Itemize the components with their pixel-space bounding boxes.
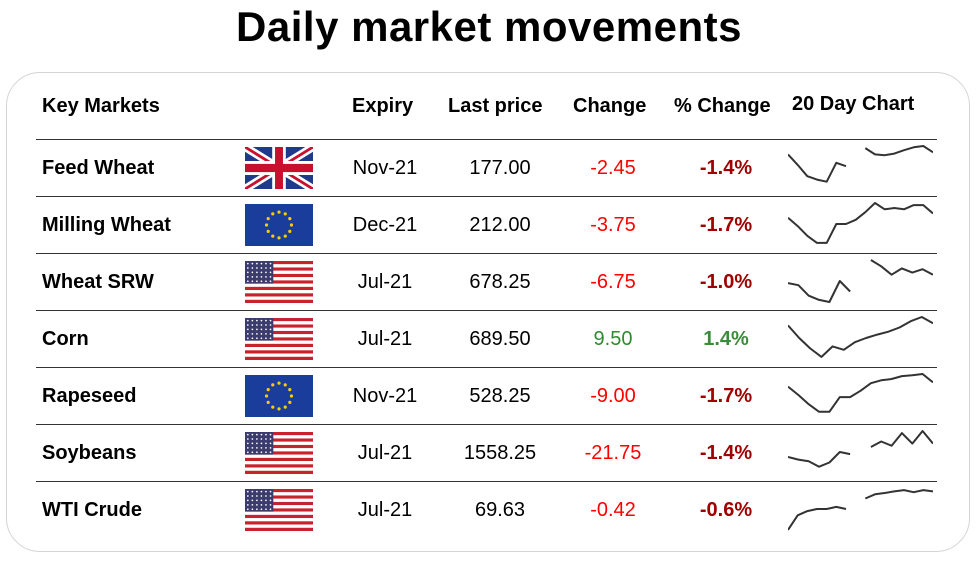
last-price-value: 177.00	[469, 157, 531, 179]
pct-change-value: -1.0%	[699, 271, 753, 293]
market-name: Soybeans	[42, 442, 137, 464]
last-price-value: 528.25	[469, 385, 531, 407]
change-value: -0.42	[590, 499, 636, 521]
sparkline-20-day	[787, 257, 934, 307]
header-change: Change	[573, 95, 647, 117]
page-title: Daily market movements	[236, 3, 742, 50]
last-price-value: 689.50	[469, 328, 531, 350]
pct-change-value: -1.4%	[699, 442, 753, 464]
market-name: Corn	[42, 328, 89, 350]
change-value: 9.50	[593, 328, 633, 350]
row-divider	[36, 196, 937, 197]
sparkline-segment	[870, 430, 934, 448]
market-name: Wheat SRW	[42, 271, 154, 293]
last-price-value: 1558.25	[463, 442, 537, 464]
uk-flag-icon	[242, 143, 316, 193]
row-divider	[36, 310, 937, 311]
expiry-value: Jul-21	[357, 442, 413, 464]
sparkline-segment	[864, 489, 934, 500]
sparkline-segment	[787, 451, 851, 468]
sparkline-20-day	[787, 143, 934, 193]
row-divider	[36, 481, 937, 482]
pct-change-value: 1.4%	[703, 328, 749, 350]
row-divider	[36, 253, 937, 254]
header-last-price: Last price	[448, 95, 543, 117]
sparkline-20-day	[787, 200, 934, 250]
market-name: WTI Crude	[42, 499, 142, 521]
row-divider	[36, 367, 937, 368]
last-price-value: 678.25	[469, 271, 531, 293]
change-value: -6.75	[590, 271, 636, 293]
sparkline-20-day	[787, 485, 934, 535]
header-expiry: Expiry	[352, 95, 414, 117]
eu-flag-icon	[245, 375, 313, 417]
sparkline-20-day	[787, 314, 934, 364]
market-name: Feed Wheat	[42, 157, 155, 179]
sparkline-segment	[864, 145, 934, 157]
change-value: -2.45	[590, 157, 636, 179]
header-pct-change: % Change	[674, 95, 771, 117]
pct-change-value: -1.7%	[699, 385, 753, 407]
sparkline-segment	[787, 373, 934, 413]
sparkline-20-day	[787, 428, 934, 478]
expiry-value: Jul-21	[357, 271, 413, 293]
header-20-day-chart: 20 Day Chart	[792, 93, 915, 115]
us-flag-icon	[245, 432, 313, 475]
market-name: Rapeseed	[42, 385, 137, 407]
sparkline-segment	[787, 316, 934, 358]
change-value: -21.75	[584, 442, 642, 464]
sparkline-segment	[787, 153, 847, 183]
expiry-value: Nov-21	[352, 385, 418, 407]
last-price-value: 69.63	[474, 499, 526, 521]
last-price-value: 212.00	[469, 214, 531, 236]
sparkline-segment	[787, 202, 934, 244]
us-flag-icon	[245, 318, 313, 361]
expiry-value: Jul-21	[357, 499, 413, 521]
expiry-value: Dec-21	[352, 214, 418, 236]
change-value: -3.75	[590, 214, 636, 236]
market-table-panel	[6, 72, 970, 552]
us-flag-icon	[245, 489, 313, 532]
sparkline-segment	[787, 505, 847, 531]
eu-flag-icon	[245, 204, 313, 246]
pct-change-value: -1.4%	[699, 157, 753, 179]
change-value: -9.00	[590, 385, 636, 407]
row-divider	[36, 424, 937, 425]
pct-change-value: -1.7%	[699, 214, 753, 236]
row-divider	[36, 139, 937, 140]
expiry-value: Jul-21	[357, 328, 413, 350]
expiry-value: Nov-21	[352, 157, 418, 179]
pct-change-value: -0.6%	[699, 499, 753, 521]
us-flag-icon	[245, 261, 313, 304]
sparkline-segment	[870, 259, 934, 276]
sparkline-20-day	[787, 371, 934, 421]
header-key-markets: Key Markets	[42, 95, 160, 117]
sparkline-segment	[787, 280, 851, 303]
market-name: Milling Wheat	[42, 214, 171, 236]
